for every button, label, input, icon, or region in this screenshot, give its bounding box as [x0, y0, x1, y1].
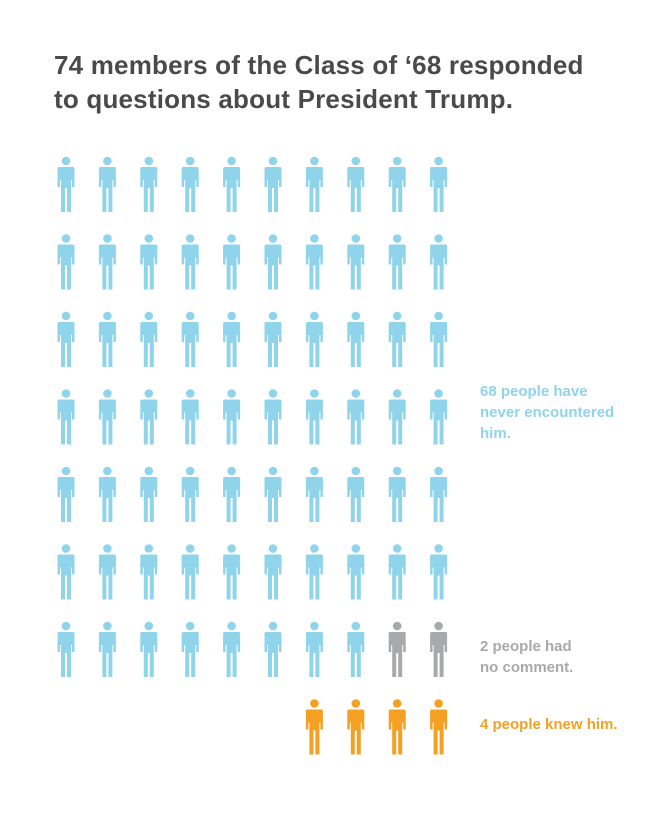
person-icon-never — [264, 621, 282, 677]
person-icon-never — [305, 234, 323, 290]
person-icon-never — [388, 311, 406, 367]
person-icon-never — [57, 389, 75, 445]
person-icon-never — [430, 234, 448, 290]
person-icon-never — [140, 234, 158, 290]
person-icon-never — [347, 621, 365, 677]
label-knew-him: 4 people knew him. — [480, 714, 655, 735]
person-icon-never — [388, 466, 406, 522]
person-icon-never — [430, 156, 448, 212]
person-icon-never — [223, 466, 241, 522]
person-icon-never — [347, 156, 365, 212]
person-icon-never — [181, 311, 199, 367]
person-icon-never — [57, 466, 75, 522]
person-icon-knew — [305, 699, 323, 755]
person-icon-never — [347, 466, 365, 522]
label-never-line-1: 68 people have — [480, 383, 588, 400]
person-icon-never — [57, 156, 75, 212]
person-icon-never — [98, 621, 116, 677]
person-icon-never — [305, 544, 323, 600]
person-icon-never — [430, 544, 448, 600]
person-icon-no_comment — [388, 621, 406, 677]
person-icon-never — [140, 156, 158, 212]
person-icon-never — [98, 466, 116, 522]
person-icon-never — [223, 621, 241, 677]
person-icon-never — [181, 621, 199, 677]
person-icon-never — [388, 544, 406, 600]
person-icon-never — [140, 389, 158, 445]
person-icon-never — [181, 544, 199, 600]
label-never-line-3: him. — [480, 425, 511, 442]
label-knew-line-1: 4 people knew him. — [480, 716, 618, 733]
person-icon-never — [430, 466, 448, 522]
chart-title-line-2: to questions about President Trump. — [54, 84, 514, 114]
person-icon-never — [388, 156, 406, 212]
person-icon-never — [305, 156, 323, 212]
person-icon-never — [264, 389, 282, 445]
person-icon-never — [388, 234, 406, 290]
label-never-line-2: never encountered — [480, 404, 615, 421]
person-icon-never — [264, 466, 282, 522]
person-icon-never — [98, 234, 116, 290]
person-icon-never — [264, 156, 282, 212]
person-icon-never — [347, 544, 365, 600]
person-icon-never — [347, 311, 365, 367]
person-icon-never — [140, 466, 158, 522]
label-no-comment-line-2: no comment. — [480, 659, 574, 676]
label-never-encountered: 68 people have never encountered him. — [480, 381, 655, 444]
person-icon-never — [57, 621, 75, 677]
person-icon-never — [98, 156, 116, 212]
person-icon-never — [305, 621, 323, 677]
person-icon-never — [223, 311, 241, 367]
person-icon-never — [181, 156, 199, 212]
person-icon-never — [181, 234, 199, 290]
person-icon-never — [305, 389, 323, 445]
person-icon-never — [181, 389, 199, 445]
person-icon-knew — [347, 699, 365, 755]
person-icon-never — [223, 234, 241, 290]
person-icon-never — [98, 389, 116, 445]
person-icon-never — [223, 389, 241, 445]
label-no-comment-line-1: 2 people had — [480, 638, 572, 655]
person-icon-never — [181, 466, 199, 522]
person-icon-never — [140, 311, 158, 367]
person-icon-never — [57, 544, 75, 600]
person-icon-never — [264, 311, 282, 367]
chart-title: 74 members of the Class of ‘68 responded… — [54, 48, 634, 116]
person-icon-never — [140, 621, 158, 677]
person-icon-never — [264, 234, 282, 290]
person-icon-never — [430, 311, 448, 367]
person-icon-knew — [430, 699, 448, 755]
person-icon-never — [430, 389, 448, 445]
person-icon-never — [98, 544, 116, 600]
person-icon-knew — [388, 699, 406, 755]
person-icon-never — [264, 544, 282, 600]
person-icon-never — [223, 156, 241, 212]
person-icon-never — [223, 544, 241, 600]
person-icon-never — [57, 311, 75, 367]
person-icon-never — [98, 311, 116, 367]
label-no-comment: 2 people had no comment. — [480, 636, 655, 678]
person-icon-never — [388, 389, 406, 445]
person-icon-no_comment — [430, 621, 448, 677]
person-icon-never — [305, 466, 323, 522]
person-icon-never — [347, 234, 365, 290]
person-icon-never — [57, 234, 75, 290]
chart-title-line-1: 74 members of the Class of ‘68 responded — [54, 50, 584, 80]
person-icon-never — [305, 311, 323, 367]
person-icon-never — [140, 544, 158, 600]
person-icon-never — [347, 389, 365, 445]
